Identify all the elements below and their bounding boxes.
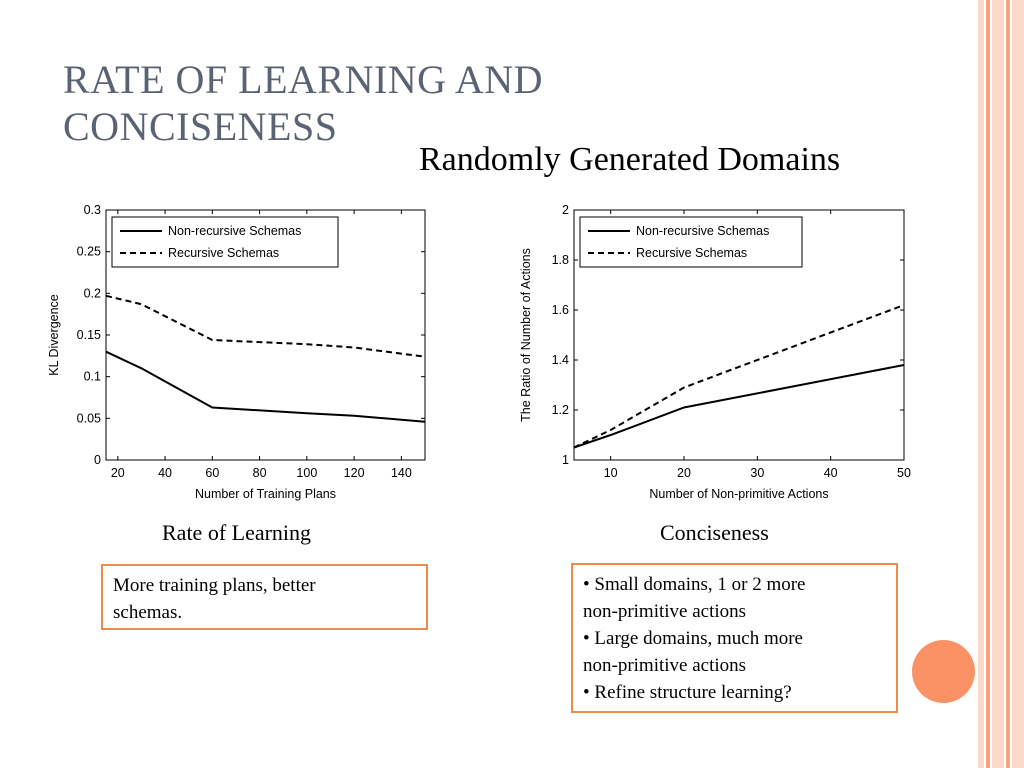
x-tick-label: 50 <box>897 466 911 480</box>
x-tick-label: 20 <box>111 466 125 480</box>
note-left-line: More training plans, better <box>113 575 316 596</box>
y-tick-label: 0.15 <box>77 328 101 342</box>
legend-label: Recursive Schemas <box>168 246 279 260</box>
legend-label: Recursive Schemas <box>636 246 747 260</box>
y-tick-label: 1.8 <box>552 253 569 267</box>
y-tick-label: 0.25 <box>77 245 101 259</box>
x-tick-label: 100 <box>296 466 317 480</box>
x-axis-label: Number of Training Plans <box>195 487 336 501</box>
kl-divergence-chart: 20 40 60 80 100 120 140 0 0.05 0.1 0.15 0.2 0.25 0.3 N… <box>47 203 426 501</box>
x-tick-label: 30 <box>750 466 764 480</box>
caption-conciseness: Conciseness <box>660 520 769 545</box>
legend-label: Non-recursive Schemas <box>168 224 301 238</box>
series-line-non-recursive <box>573 364 905 449</box>
note-left: More training plans, better schemas. <box>101 564 428 630</box>
x-tick-label: 20 <box>677 466 691 480</box>
y-tick-label: 1.6 <box>552 303 569 317</box>
y-tick-label: 0.05 <box>77 411 101 425</box>
title-line-2: CONCISENESS <box>63 104 338 149</box>
note-left-line: schemas. <box>113 602 183 623</box>
y-tick-label: 1 <box>562 453 569 467</box>
x-tick-label: 40 <box>158 466 172 480</box>
series-line-recursive <box>573 304 905 449</box>
note-right-line: non-primitive actions <box>583 601 747 622</box>
plot-frame <box>573 209 905 461</box>
slide-title: RATE OF LEARNING AND CONCISENESS <box>63 56 663 150</box>
legend-label: Non-recursive Schemas <box>636 224 769 238</box>
note-right-line: • Small domains, 1 or 2 more <box>583 574 806 595</box>
y-axis-label: The Ratio of Number of Actions <box>519 248 533 422</box>
y-tick-label: 0.2 <box>84 286 101 300</box>
note-right-line: non-primitive actions <box>583 655 747 676</box>
x-tick-label: 40 <box>824 466 838 480</box>
y-tick-label: 0.1 <box>84 370 101 384</box>
title-line-1: RATE OF LEARNING AND <box>63 57 543 102</box>
legend-box <box>579 216 803 268</box>
y-tick-label: 1.4 <box>552 353 569 367</box>
series-line-non-recursive <box>105 350 426 423</box>
ratio-of-actions-chart: 10 20 30 40 50 1 1.2 1.4 1.6 1.8 2 Number of Non-pr… <box>519 203 911 501</box>
note-right: • Small domains, 1 or 2 more non-primiti… <box>571 563 898 713</box>
y-tick-label: 0 <box>94 453 101 467</box>
decorative-circle <box>912 640 975 703</box>
x-tick-label: 140 <box>391 466 412 480</box>
x-axis-label: Number of Non-primitive Actions <box>649 487 828 501</box>
legend-box <box>111 216 339 268</box>
series-line-recursive <box>105 294 426 358</box>
y-tick-label: 0.3 <box>84 203 101 217</box>
note-right-line: • Refine structure learning? <box>583 682 792 703</box>
note-right-line: • Large domains, much more <box>583 628 803 649</box>
x-tick-label: 10 <box>604 466 618 480</box>
x-tick-label: 80 <box>253 466 267 480</box>
y-tick-label: 1.2 <box>552 403 569 417</box>
right-edge-stripes <box>978 0 1024 768</box>
x-tick-label: 120 <box>344 466 365 480</box>
y-axis-label: KL Divergence <box>47 294 61 376</box>
y-tick-label: 2 <box>562 203 569 217</box>
slide-subtitle: Randomly Generated Domains <box>419 141 841 178</box>
caption-rate-of-learning: Rate of Learning <box>162 520 312 545</box>
x-tick-label: 60 <box>205 466 219 480</box>
